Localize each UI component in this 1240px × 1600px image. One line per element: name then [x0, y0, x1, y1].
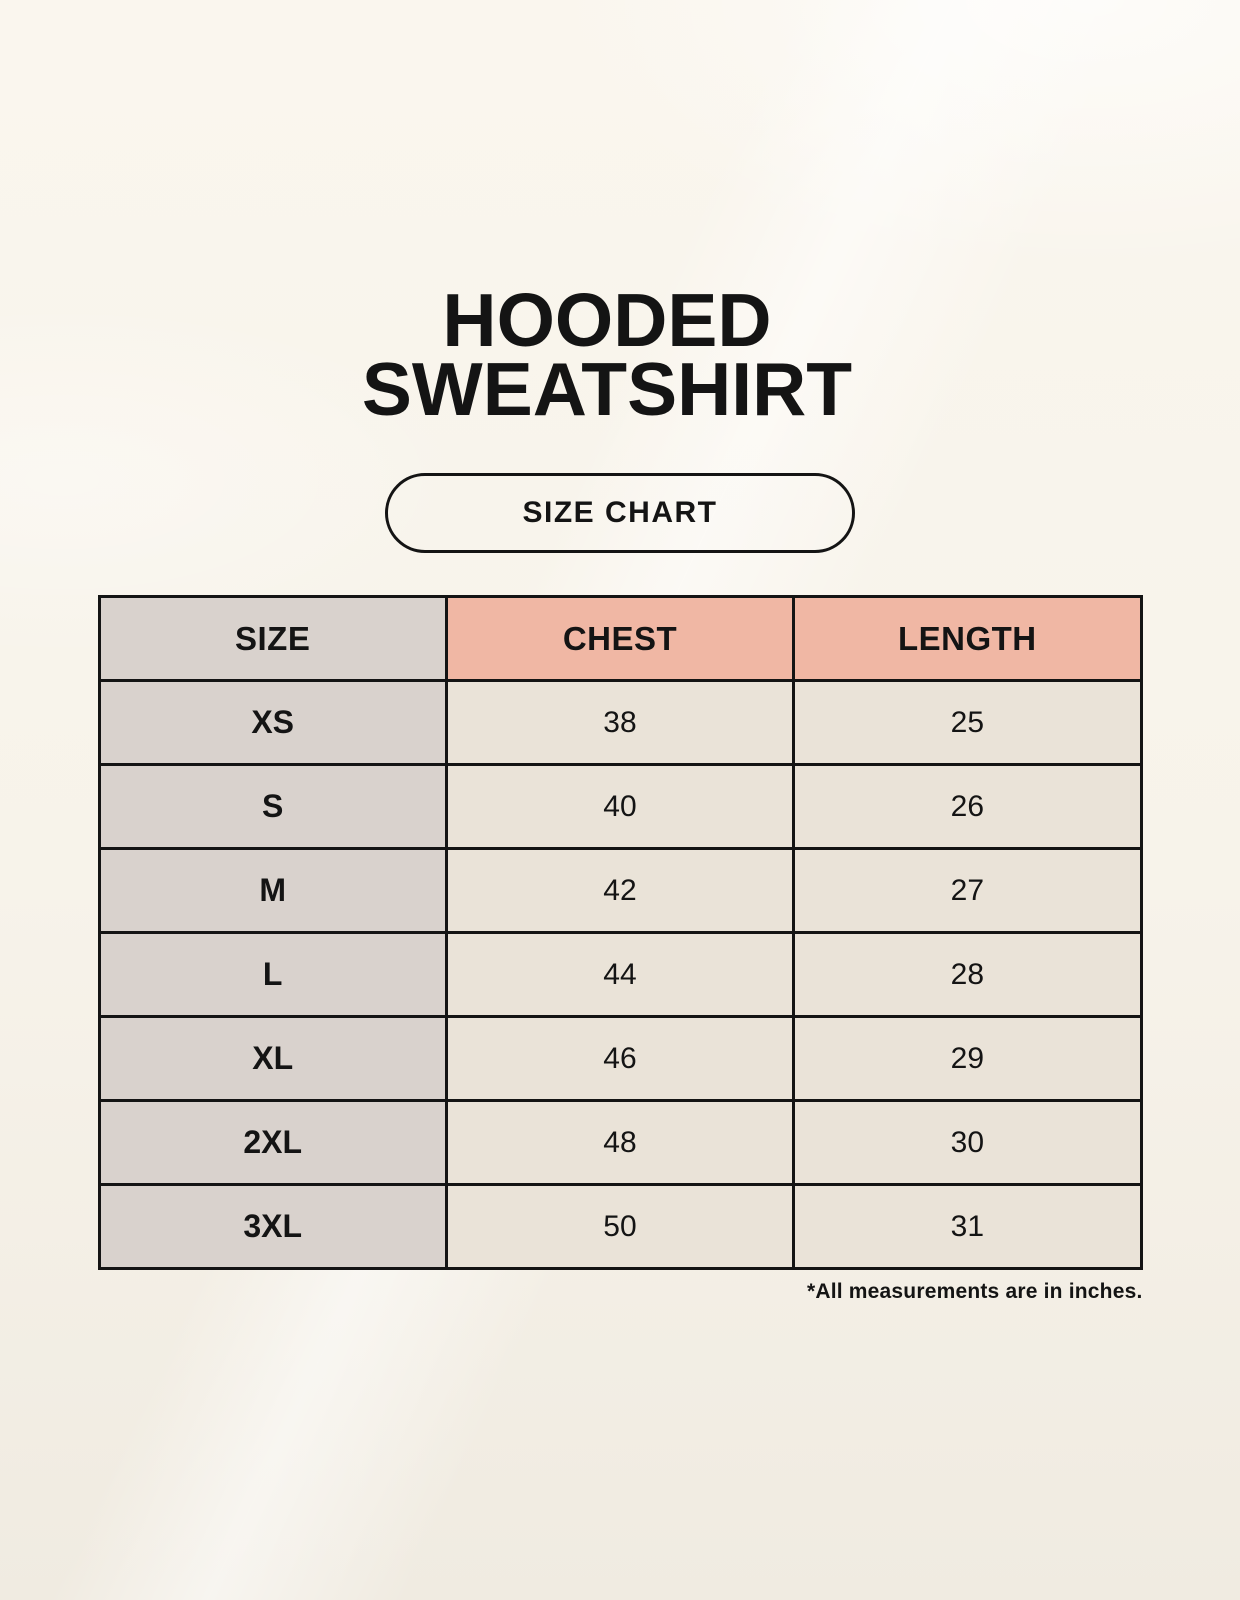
length-value-cell: 31: [792, 1183, 1143, 1270]
size-label-cell: L: [97, 931, 448, 1018]
chest-value-cell: 50: [444, 1183, 796, 1270]
chest-value-cell: 38: [444, 679, 796, 766]
column-header-size: SIZE: [97, 595, 448, 682]
table-row: XL 46 29: [97, 1015, 1143, 1102]
table-row: S 40 26: [97, 763, 1143, 850]
chest-value-cell: 42: [444, 847, 796, 934]
column-header-chest: CHEST: [444, 595, 796, 682]
length-value-cell: 30: [792, 1099, 1143, 1186]
size-label-cell: 3XL: [97, 1183, 448, 1270]
chest-value-cell: 46: [444, 1015, 796, 1102]
table-row: 3XL 50 31: [97, 1183, 1143, 1270]
page-title-line-2: SWEATSHIRT: [361, 347, 853, 431]
table-row: XS 38 25: [97, 679, 1143, 766]
measurements-note: *All measurements are in inches.: [806, 1280, 1143, 1303]
chest-value-cell: 44: [444, 931, 796, 1018]
size-label-cell: 2XL: [97, 1099, 448, 1186]
size-chart-button[interactable]: SIZE CHART: [385, 473, 855, 553]
size-chart-table-head: SIZE CHEST LENGTH: [97, 595, 1143, 682]
table-row: 2XL 48 30: [97, 1099, 1143, 1186]
size-chart-button-label: SIZE CHART: [522, 496, 718, 529]
length-value-cell: 29: [792, 1015, 1143, 1102]
page-title: HOODED SWEATSHIRT: [0, 0, 1227, 431]
page-title-line-1: HOODED: [442, 278, 772, 362]
chest-value-cell: 48: [444, 1099, 796, 1186]
column-header-length: LENGTH: [792, 595, 1143, 682]
length-value-cell: 26: [792, 763, 1143, 850]
table-row: M 42 27: [97, 847, 1143, 934]
size-label-cell: XL: [97, 1015, 448, 1102]
table-row: L 44 28: [97, 931, 1143, 1018]
size-label-cell: M: [97, 847, 448, 934]
size-label-cell: XS: [97, 679, 448, 766]
length-value-cell: 28: [792, 931, 1143, 1018]
length-value-cell: 27: [792, 847, 1143, 934]
size-chart-table: SIZE CHEST LENGTH XS 38 25 S 40 26 M 42 27 L 44 28 XL 4…: [97, 595, 1143, 1270]
chest-value-cell: 40: [444, 763, 796, 850]
size-label-cell: S: [97, 763, 448, 850]
length-value-cell: 25: [792, 679, 1143, 766]
table-header-row: SIZE CHEST LENGTH: [97, 595, 1143, 682]
size-chart-table-body: XS 38 25 S 40 26 M 42 27 L 44 28 XL 46 29 2XL 48 30 3XL 50 3…: [97, 679, 1143, 1270]
